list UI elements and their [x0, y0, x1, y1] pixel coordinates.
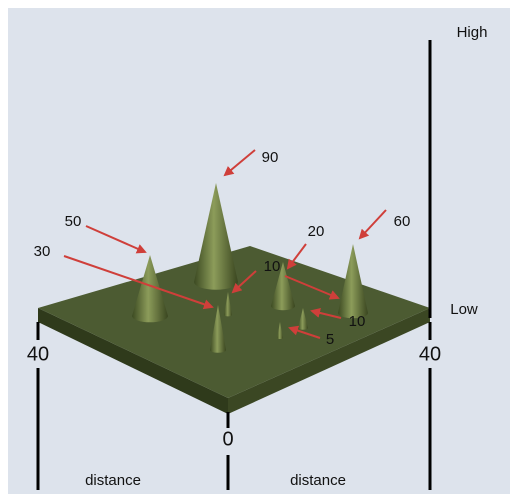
cone-label: 5: [326, 331, 334, 348]
cone: [194, 183, 238, 290]
axis-end-label: 40: [419, 343, 441, 365]
cone: [271, 262, 295, 311]
cone: [298, 308, 308, 330]
board-side-left: [38, 308, 228, 414]
arrow: [288, 325, 321, 339]
cone-label: 10: [349, 313, 366, 330]
arrow: [284, 275, 340, 300]
cone-label: 10: [264, 258, 281, 275]
cone: [224, 292, 232, 317]
cone: [132, 255, 168, 323]
axis-label: distance: [85, 472, 141, 489]
cones: [132, 183, 368, 353]
axis-end-label: 40: [27, 343, 49, 365]
high-label: High: [457, 24, 488, 41]
arrow: [231, 270, 257, 294]
axis-label: distance: [290, 472, 346, 489]
arrow: [85, 225, 147, 254]
cone-label: 20: [308, 223, 325, 240]
board-top: [38, 246, 430, 398]
cone: [277, 322, 283, 340]
arrow: [63, 255, 214, 310]
arrow: [223, 149, 256, 177]
arrow: [310, 308, 342, 319]
arrow: [358, 209, 387, 240]
arrow: [286, 243, 307, 270]
cone-label: 60: [394, 213, 411, 230]
board-side-right: [228, 308, 430, 414]
cone: [210, 305, 226, 353]
annotations: 90 50 30 20 60 10 10 5: [34, 149, 411, 348]
cone-label: 90: [262, 149, 279, 166]
cone: [338, 244, 368, 319]
axis-origin-label: 0: [222, 428, 233, 450]
cone-label: 30: [34, 243, 51, 260]
low-label: Low: [450, 301, 478, 318]
cone-label: 50: [65, 213, 82, 230]
